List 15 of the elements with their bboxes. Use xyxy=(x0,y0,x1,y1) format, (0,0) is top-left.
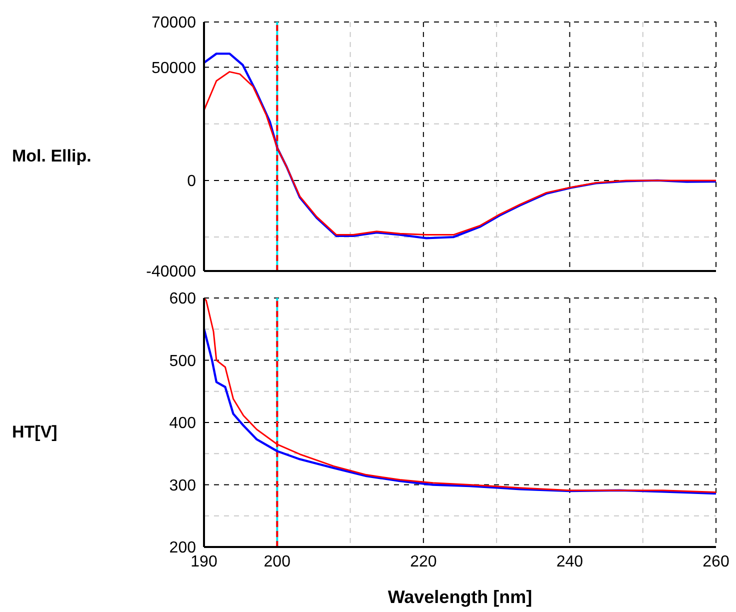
y-axis-title: Mol. Ellip. xyxy=(12,146,92,166)
y-tick-label: 300 xyxy=(169,477,196,494)
y-tick-label: 600 xyxy=(169,290,196,308)
y-tick-label: 50000 xyxy=(152,60,196,77)
y-tick-label: 500 xyxy=(169,352,196,370)
y-axis-title: HT[V] xyxy=(12,422,58,442)
x-axis-title: Wavelength [nm] xyxy=(388,587,532,607)
x-tick-label: 200 xyxy=(264,553,291,570)
x-tick-label: 220 xyxy=(410,553,437,570)
x-tick-label: 260 xyxy=(702,553,730,570)
y-tick-label: 70000 xyxy=(152,14,196,32)
y-tick-label: -40000 xyxy=(146,264,196,281)
x-tick-label: 240 xyxy=(556,553,584,570)
y-tick-label: 0 xyxy=(187,173,196,190)
y-tick-label: 400 xyxy=(169,415,196,432)
